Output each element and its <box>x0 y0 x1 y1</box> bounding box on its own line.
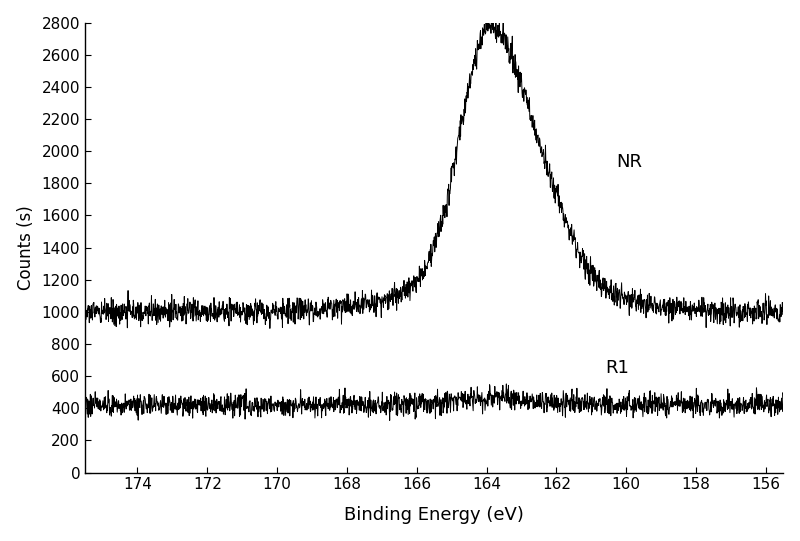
X-axis label: Binding Energy (eV): Binding Energy (eV) <box>344 506 524 524</box>
Text: R1: R1 <box>606 359 629 377</box>
Y-axis label: Counts (s): Counts (s) <box>17 205 34 290</box>
Text: NR: NR <box>616 153 642 171</box>
